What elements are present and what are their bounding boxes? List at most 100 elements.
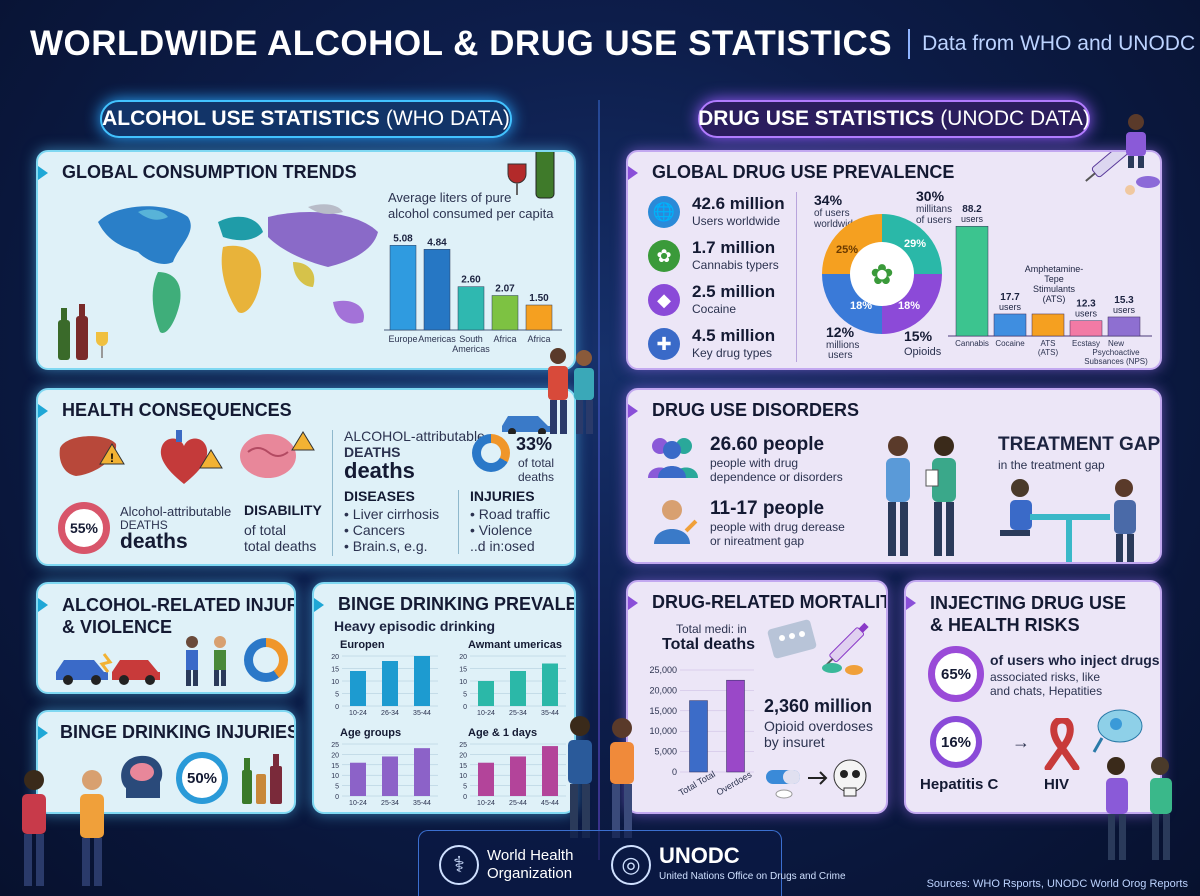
- y-tick-label: 25,000: [649, 665, 677, 675]
- deaths-ring: 55%: [58, 502, 110, 554]
- y-tick-label: 0: [463, 704, 467, 711]
- card-tab: [628, 596, 638, 610]
- brain-icon: [236, 426, 316, 486]
- card-tab: [628, 166, 638, 180]
- who-name-2: Organization: [487, 865, 573, 882]
- y-tick-label: 25: [331, 742, 339, 749]
- attributable-line-1: ALCOHOL-attributable: [344, 428, 485, 444]
- y-tick-label: 5: [463, 784, 467, 791]
- deaths-word: deaths: [120, 530, 188, 553]
- y-tick-label: 10: [459, 679, 467, 686]
- x-tick-label: 10-24: [349, 800, 367, 807]
- y-tick-label: 15: [459, 667, 467, 674]
- donut-segment-label: 29%: [904, 238, 927, 250]
- y-tick-label: 5: [463, 692, 467, 699]
- drug-stat-label: Key drug types: [692, 346, 773, 360]
- bar-value-label: 12.3: [1076, 299, 1096, 310]
- bar: [478, 762, 494, 796]
- y-tick-label: 15: [331, 763, 339, 770]
- donut-label: of users: [814, 208, 850, 219]
- category-label: ATS: [1041, 339, 1056, 348]
- car-icon: [498, 406, 558, 436]
- title-separator: [908, 29, 911, 59]
- card-tab: [38, 404, 48, 418]
- x-tick-label: 35-44: [541, 710, 559, 717]
- card-title-line-2: & HEALTH RISKS: [930, 615, 1080, 635]
- donut-label: 30%: [916, 188, 945, 204]
- bar: [542, 746, 558, 796]
- x-tick-label: 10-24: [349, 710, 367, 717]
- bar: [689, 700, 708, 773]
- card-title-line-2: & VIOLENCE: [62, 617, 173, 637]
- y-tick-label: 5,000: [654, 747, 677, 757]
- y-tick-label: 20: [331, 752, 339, 759]
- treatment-gap-label: in the treatment gap: [998, 458, 1105, 472]
- syringe-pills-icon: [1068, 152, 1160, 196]
- bar-value-label: Amphetamine-: [1025, 264, 1084, 274]
- category-label: Americas: [418, 334, 456, 344]
- sources-note: Sources: WHO Rsports, UNODC World Orog R…: [926, 878, 1188, 890]
- bar: [382, 756, 398, 796]
- card-title: DRUG USE DISORDERS: [652, 400, 860, 420]
- bottles-icon: [238, 752, 288, 806]
- disability-title: DISABILITY: [244, 502, 322, 518]
- bar-value-label: 2.60: [461, 275, 481, 286]
- x-tick-label: 45-44: [541, 800, 559, 807]
- y-tick-label: 15,000: [649, 706, 677, 716]
- bar: [1031, 313, 1065, 337]
- x-tick-label: 35-44: [413, 710, 431, 717]
- head-brain-icon: [116, 752, 166, 802]
- overdose-label-2: by insuret: [764, 734, 825, 750]
- disorders-stat-2-label: people with drug derease: [710, 520, 845, 534]
- car-crash-icon: [54, 642, 164, 686]
- bar: [726, 679, 745, 773]
- vertical-rule: [458, 490, 459, 554]
- bar: [1069, 320, 1103, 337]
- mini-chart-title: Age groups: [340, 727, 401, 739]
- donut-segment-label: 18%: [898, 300, 921, 312]
- hepatitis-label: Hepatitis C: [920, 776, 999, 793]
- title-source: Data from WHO and UNODC: [922, 32, 1196, 55]
- alcohol-label-source: (WHO DATA): [385, 107, 510, 130]
- people-illustration: [1096, 754, 1186, 864]
- binge-injuries-card: BINGE DRINKING INJURIES 50%: [36, 710, 296, 814]
- drug-stat-label: Users worldwide: [692, 214, 781, 228]
- treatment-gap-title: TREATMENT GAP: [998, 434, 1161, 455]
- people-illustration: [530, 346, 600, 436]
- bar-value-label: 2.07: [495, 284, 515, 295]
- disease-item: • Cancers: [344, 522, 405, 538]
- bar: [1107, 316, 1141, 337]
- y-tick-label: 15: [331, 667, 339, 674]
- disease-item: • Brain.s, e.g.: [344, 538, 428, 554]
- disorders-stat-1-label: dependence or disorders: [710, 470, 843, 484]
- consumption-caption-2: alcohol consumed per capita: [388, 206, 554, 221]
- y-tick-label: 0: [335, 704, 339, 711]
- binge-chart-age-groups: Age groups 0 5 10 15 20 25 10-24 25-34 35-44: [331, 727, 438, 807]
- x-tick-label: 25-34: [381, 800, 399, 807]
- card-tab: [906, 596, 916, 610]
- world-map: [98, 204, 378, 333]
- drug-stat-label: Cocaine: [692, 302, 737, 316]
- card-title: ALCOHOL-RELATED INJURIES& VIOLENCE: [62, 594, 294, 638]
- heart-icon: [154, 428, 224, 488]
- bar: [350, 762, 366, 796]
- y-tick-label: 20: [459, 752, 467, 759]
- card-title: GLOBAL CONSUMPTION TRENDS: [62, 162, 357, 182]
- bar-value-label: Tepe: [1044, 274, 1064, 284]
- injury-item: • Road traffic: [470, 506, 551, 522]
- person-syringe-icon: [650, 494, 700, 544]
- binge-chart-age-days: Age & 1 days 0 5 10 15 20 25 10-24 25-44 45-44: [459, 727, 566, 807]
- hiv-label: HIV: [1044, 776, 1070, 793]
- vertical-rule: [796, 192, 797, 362]
- category-label: Subsances (NPS): [1084, 357, 1148, 366]
- injecting-ring: 65%: [928, 646, 984, 702]
- donut-label: millions: [826, 340, 860, 351]
- y-tick-label: 0: [463, 794, 467, 801]
- alcohol-label-text: ALCOHOL USE STATISTICS: [102, 107, 380, 130]
- injecting-label-3: and chats, Hepatities: [990, 684, 1103, 698]
- disorders-stat-2: 11-17 people: [710, 498, 825, 519]
- bar: [423, 249, 451, 331]
- bar-value-label: 4.84: [427, 237, 447, 248]
- footer-logos: ⚕ World Health Organization ◎ UNODC Unit…: [418, 830, 846, 896]
- who-logo-icon: ⚕: [439, 845, 479, 885]
